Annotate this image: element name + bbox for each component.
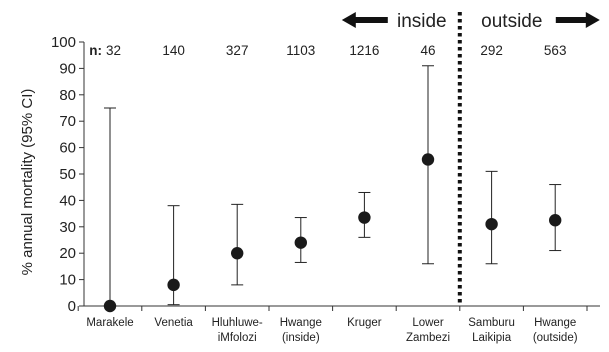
y-tick-label: 0 <box>68 298 76 315</box>
category-label: Hwange <box>280 317 322 329</box>
outside-label: outside <box>481 11 542 32</box>
n-value: 32 <box>106 43 121 58</box>
category-label: Venetia <box>154 317 193 329</box>
y-tick-label: 60 <box>59 140 76 157</box>
category-label-line2: (outside) <box>533 332 578 344</box>
n-value: 1103 <box>286 43 315 58</box>
category-label: Kruger <box>347 317 382 329</box>
sample-size-row: n: 32 140 327 1103 1216 46 292 563 <box>89 43 566 58</box>
category-label-line2: (inside) <box>282 332 320 344</box>
y-tick-label: 70 <box>59 113 76 130</box>
n-value: 140 <box>162 43 185 58</box>
y-axis-label: % annual mortality (95% CI) <box>19 89 36 276</box>
x-category-labels: Marakele Venetia Hluhluwe-iMfolozi Hwange (i… <box>77 306 588 344</box>
category-label: Hwange <box>534 317 576 329</box>
data-point <box>294 236 307 249</box>
y-tick-label: 100 <box>51 34 76 51</box>
category-label-line2: Laikipia <box>472 332 512 344</box>
region-labels: inside outside <box>341 11 600 32</box>
category-label: Lower <box>412 317 443 329</box>
y-tick-label: 20 <box>59 245 76 262</box>
right-arrow-icon <box>555 12 600 28</box>
n-value: 1216 <box>349 43 379 58</box>
left-arrow-icon <box>341 12 388 28</box>
n-value: 563 <box>544 43 567 58</box>
n-value: 46 <box>420 43 435 58</box>
data-point <box>103 299 117 313</box>
y-tick-label: 10 <box>59 272 76 289</box>
data-point <box>358 211 371 224</box>
y-tick-label: 90 <box>59 60 76 77</box>
n-value: 292 <box>480 43 503 58</box>
data-point <box>231 247 244 260</box>
category-label: Samburu <box>468 317 515 329</box>
data-point <box>485 217 498 231</box>
y-tick-label: 80 <box>59 87 76 104</box>
category-label-line2: iMfolozi <box>218 332 257 344</box>
data-point <box>421 153 435 166</box>
data-point <box>549 214 562 227</box>
data-marks <box>103 65 562 313</box>
y-tick-label: 30 <box>59 219 76 236</box>
n-prefix-label: n: <box>89 43 102 58</box>
inside-label: inside <box>397 11 447 32</box>
n-value: 327 <box>226 43 249 58</box>
data-point <box>167 278 180 292</box>
y-axis-ticks: 0 10 20 30 40 50 60 70 80 90 100 <box>51 34 84 315</box>
y-tick-label: 50 <box>59 166 76 183</box>
category-label: Marakele <box>86 317 133 329</box>
y-tick-label: 40 <box>59 192 76 209</box>
category-label: Hluhluwe- <box>212 317 263 329</box>
category-label-line2: Zambezi <box>406 332 450 344</box>
